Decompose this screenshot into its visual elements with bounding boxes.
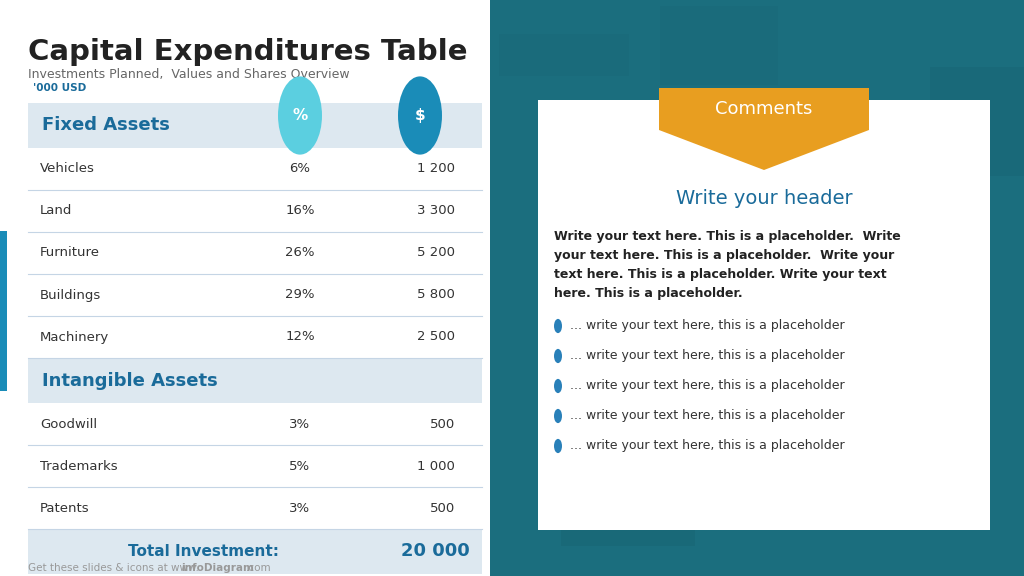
Ellipse shape	[398, 77, 442, 154]
Bar	[500, 35, 629, 75]
Bar	[930, 67, 1024, 176]
Text: '000 USD: '000 USD	[33, 83, 86, 93]
Ellipse shape	[278, 77, 322, 154]
Text: %: %	[293, 108, 307, 123]
Text: Furniture: Furniture	[40, 247, 100, 260]
Bar	[28, 103, 482, 148]
Polygon shape	[659, 88, 869, 170]
Text: ... write your text here, this is a placeholder: ... write your text here, this is a plac…	[570, 410, 845, 423]
Bar	[857, 331, 899, 419]
Text: 3%: 3%	[290, 502, 310, 514]
Text: Fixed Assets: Fixed Assets	[42, 116, 170, 135]
Text: Vehicles: Vehicles	[40, 162, 95, 176]
Text: .com: .com	[246, 563, 271, 573]
Text: 26%: 26%	[286, 247, 314, 260]
Text: Buildings: Buildings	[40, 289, 101, 301]
Text: Get these slides & icons at www.: Get these slides & icons at www.	[28, 563, 199, 573]
Bar	[847, 394, 938, 473]
Text: here. This is a placeholder.: here. This is a placeholder.	[554, 287, 742, 300]
Text: Machinery: Machinery	[40, 331, 110, 343]
Bar	[573, 356, 667, 419]
Text: Trademarks: Trademarks	[40, 460, 118, 472]
Text: 3%: 3%	[290, 418, 310, 430]
Ellipse shape	[554, 409, 562, 423]
Text: text here. This is a placeholder. Write your text: text here. This is a placeholder. Write …	[554, 268, 887, 281]
Bar	[0, 231, 7, 391]
Ellipse shape	[554, 379, 562, 393]
Text: your text here. This is a placeholder.  Write your: your text here. This is a placeholder. W…	[554, 249, 894, 262]
Ellipse shape	[554, 319, 562, 333]
Text: Land: Land	[40, 204, 73, 218]
Text: ... write your text here, this is a placeholder: ... write your text here, this is a plac…	[570, 350, 845, 362]
Text: Comments: Comments	[716, 100, 813, 118]
Text: Write your text here. This is a placeholder.  Write: Write your text here. This is a placehol…	[554, 230, 901, 243]
Text: 1 000: 1 000	[417, 460, 455, 472]
Ellipse shape	[554, 349, 562, 363]
Text: 29%: 29%	[286, 289, 314, 301]
Text: ... write your text here, this is a placeholder: ... write your text here, this is a plac…	[570, 320, 845, 332]
Text: 12%: 12%	[286, 331, 314, 343]
Bar	[768, 448, 833, 504]
Text: 500: 500	[430, 502, 455, 514]
Bar	[766, 373, 804, 488]
Ellipse shape	[554, 439, 562, 453]
Text: ... write your text here, this is a placeholder: ... write your text here, this is a plac…	[570, 439, 845, 453]
Text: Intangible Assets: Intangible Assets	[42, 372, 218, 389]
Text: $: $	[415, 108, 425, 123]
Bar	[28, 529, 482, 574]
Text: 5 800: 5 800	[417, 289, 455, 301]
Text: 3 300: 3 300	[417, 204, 455, 218]
Polygon shape	[667, 132, 861, 168]
Text: Capital Expenditures Table: Capital Expenditures Table	[28, 38, 468, 66]
Bar	[908, 506, 963, 530]
Bar	[561, 466, 694, 546]
Text: 500: 500	[430, 418, 455, 430]
Bar	[660, 6, 778, 85]
Bar	[490, 0, 1024, 576]
Bar	[546, 210, 580, 320]
Text: Patents: Patents	[40, 502, 90, 514]
Text: 5 200: 5 200	[417, 247, 455, 260]
Text: 6%: 6%	[290, 162, 310, 176]
Text: Goodwill: Goodwill	[40, 418, 97, 430]
Bar	[538, 100, 990, 530]
Text: ... write your text here, this is a placeholder: ... write your text here, this is a plac…	[570, 380, 845, 392]
Text: Total Investment:: Total Investment:	[128, 544, 279, 559]
Text: 16%: 16%	[286, 204, 314, 218]
Text: 5%: 5%	[290, 460, 310, 472]
Text: Investments Planned,  Values and Shares Overview: Investments Planned, Values and Shares O…	[28, 68, 349, 81]
Text: infoDiagram: infoDiagram	[181, 563, 254, 573]
Text: 2 500: 2 500	[417, 331, 455, 343]
Bar	[28, 358, 482, 403]
Text: 1 200: 1 200	[417, 162, 455, 176]
Bar	[791, 340, 883, 415]
Text: 20 000: 20 000	[401, 543, 470, 560]
Text: Write your header: Write your header	[676, 188, 852, 207]
